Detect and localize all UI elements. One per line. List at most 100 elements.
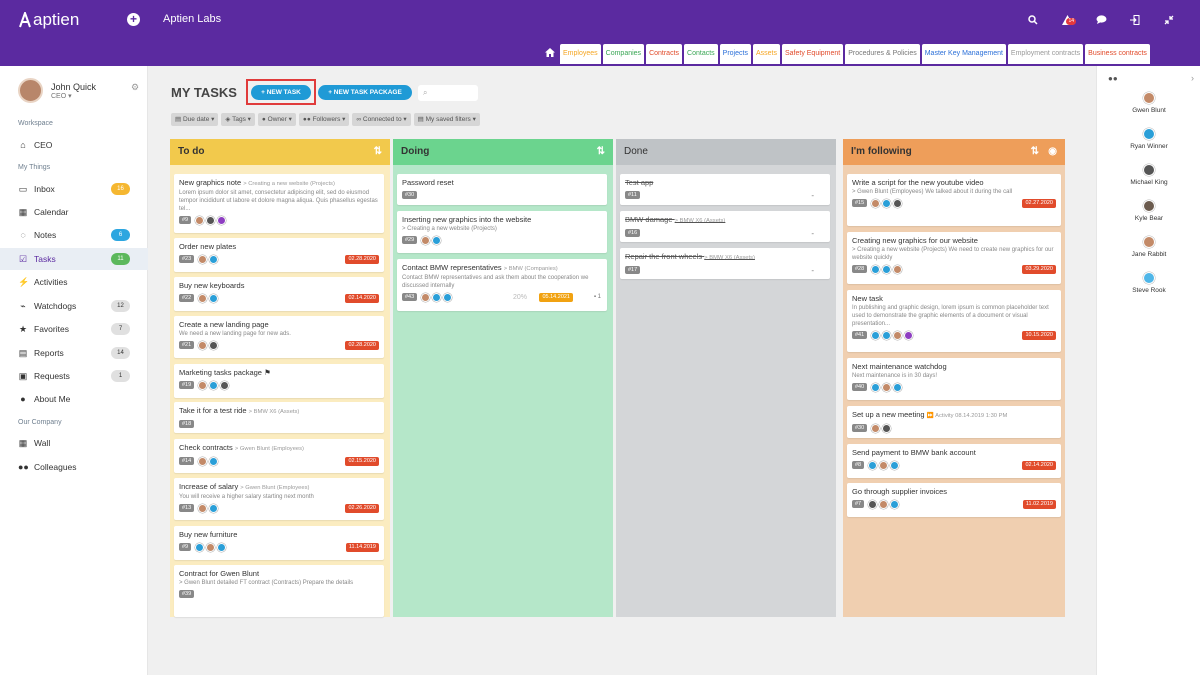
sidebar-item-activities[interactable]: ⚡ Activities — [18, 276, 68, 288]
sidebar-item-wall[interactable]: ▦ Wall — [18, 437, 51, 449]
gear-icon[interactable]: ⚙ — [131, 82, 140, 92]
task-title: Create a new landing page — [179, 320, 269, 329]
filter-connected-to[interactable]: ∞ Connected to ▾ — [352, 113, 411, 126]
sidebar-item-watchdogs[interactable]: ⌁ Watchdogs 12 — [0, 295, 148, 317]
comment-icon[interactable]: ▪ 1 — [593, 294, 601, 300]
search-icon[interactable] — [1016, 12, 1050, 28]
task-id-badge: #28 — [852, 265, 868, 273]
follower-item[interactable]: Gwen Blunt — [1097, 92, 1200, 114]
avatar — [195, 215, 205, 225]
tasks-icon: ☑ — [18, 253, 28, 264]
sidebar-item-ceo[interactable]: ⌂ CEO — [0, 134, 148, 156]
sidebar-item-colleagues[interactable]: ●● Colleagues — [18, 462, 77, 472]
task-card[interactable]: Password reset #30 — [397, 174, 607, 205]
task-description: > Creating a new website (Projects) We n… — [852, 247, 1054, 261]
follower-item[interactable]: Michael King — [1097, 164, 1200, 186]
tab-procedures-policies[interactable]: Procedures & Policies — [845, 44, 920, 64]
avatar — [871, 198, 881, 208]
task-card[interactable]: Send payment to BMW bank account #8 02.14.… — [847, 444, 1061, 478]
filter-followers[interactable]: ●● Followers ▾ — [298, 113, 350, 126]
new-task-button[interactable]: + NEW TASK — [251, 85, 311, 100]
tab-safety-equipment[interactable]: Safety Equipment — [781, 44, 844, 64]
task-card[interactable]: Check contracts > Gwen Blunt (Employees)… — [174, 439, 384, 473]
task-card[interactable]: Buy new furniture #9 11.14.2019 — [174, 526, 384, 560]
chat-icon[interactable] — [1084, 12, 1118, 28]
task-card[interactable]: Order new plates #23 02.28.2020 — [174, 238, 384, 272]
avatar — [209, 380, 219, 390]
avatar — [893, 382, 903, 392]
filter-my-saved-filters[interactable]: ▤ My saved filters ▾ — [413, 113, 480, 126]
follower-item[interactable]: Kyle Bear — [1097, 200, 1200, 222]
chevron-right-icon[interactable]: › — [1191, 73, 1194, 83]
tab-employees[interactable]: Employees — [560, 44, 601, 64]
tab-employment-contracts[interactable]: Employment contracts — [1007, 44, 1084, 64]
task-card[interactable]: Take it for a test ride > BMW X6 (Assets… — [174, 402, 384, 433]
user-role[interactable]: CEO ▾ — [51, 92, 72, 100]
tab-contracts[interactable]: Contracts — [646, 44, 683, 64]
people-icon: ●● — [18, 462, 29, 472]
org-name[interactable]: Aptien Labs — [163, 13, 222, 25]
sort-icon[interactable]: ⇅ — [596, 146, 605, 157]
follower-item[interactable]: Ryan Winner — [1097, 128, 1200, 150]
tab-companies[interactable]: Companies — [602, 44, 645, 64]
eye-icon[interactable]: ◉ — [1048, 146, 1057, 157]
task-card[interactable]: Go through supplier invoices #7 11.02.2019 — [847, 483, 1061, 517]
tab-projects[interactable]: Projects — [719, 44, 751, 64]
sidebar-item-requests[interactable]: ▣ Requests 1 — [0, 365, 148, 387]
sidebar-item-tasks[interactable]: ☑ Tasks 11 — [0, 248, 148, 270]
task-card[interactable]: New graphics note > Creating a new websi… — [174, 174, 384, 233]
filter-due-date[interactable]: ▤ Due date ▾ — [171, 113, 219, 126]
avatar — [198, 380, 208, 390]
task-card[interactable]: Contract for Gwen Blunt > Gwen Blunt deta… — [174, 565, 384, 617]
task-card[interactable]: Write a script for the new youtube video… — [847, 174, 1061, 226]
user-profile[interactable]: John Quick CEO ▾ — [18, 78, 96, 103]
tab-assets[interactable]: Assets — [752, 44, 780, 64]
task-id-badge: #43 — [402, 293, 418, 301]
sort-icon[interactable]: ⇅ — [373, 146, 382, 157]
collapse-icon[interactable] — [1152, 12, 1186, 28]
top-bar: aptien + Aptien Labs 14 Employees Compan… — [0, 0, 1200, 66]
follower-item[interactable]: Steve Rook — [1097, 272, 1200, 294]
task-card[interactable]: Set up a new meeting ⏩ Activity 08.14.20… — [847, 406, 1061, 438]
avatar — [882, 264, 892, 274]
people-icon: ●● — [1108, 74, 1118, 83]
task-id-badge: #11 — [625, 191, 640, 199]
task-card[interactable]: Create a new landing page We need a new l… — [174, 316, 384, 358]
task-card[interactable]: Contact BMW representatives > BMW (Compa… — [397, 259, 607, 311]
avatar — [871, 382, 881, 392]
search-input[interactable]: ⌕ — [418, 85, 478, 101]
sidebar-item-notes[interactable]: ◌ Notes 6 — [0, 224, 148, 246]
avatar — [882, 423, 892, 433]
task-card[interactable]: Creating new graphics for our website > C… — [847, 232, 1061, 284]
task-card[interactable]: Next maintenance watchdog Next maintenanc… — [847, 358, 1061, 400]
task-card[interactable]: Buy new keyboards #22 02.14.2020 — [174, 277, 384, 311]
sidebar-item-inbox[interactable]: ▭ Inbox 16 — [0, 178, 148, 200]
task-card[interactable]: Test app #11- — [620, 174, 830, 205]
tab-business-contracts[interactable]: Business contracts — [1085, 44, 1150, 64]
add-icon[interactable]: + — [127, 13, 140, 26]
aptien-logo[interactable]: aptien — [18, 10, 79, 30]
sign-out-icon[interactable] — [1118, 12, 1152, 28]
task-card[interactable]: Inserting new graphics into the website >… — [397, 211, 607, 253]
new-task-package-button[interactable]: + NEW TASK PACKAGE — [318, 85, 412, 100]
tab-contacts[interactable]: Contacts — [684, 44, 718, 64]
filter-owner[interactable]: ● Owner ▾ — [257, 113, 296, 126]
task-id-badge: #39 — [179, 590, 195, 598]
task-card[interactable]: Increase of salary > Gwen Blunt (Employe… — [174, 478, 384, 520]
sidebar-item-favorites[interactable]: ★ Favorites 7 — [0, 318, 148, 340]
task-card[interactable]: Marketing tasks package ⚑ #19 — [174, 364, 384, 398]
home-icon[interactable] — [545, 48, 555, 59]
sidebar-item-reports[interactable]: ▤ Reports 14 — [0, 342, 148, 364]
task-card[interactable]: Repair the front wheels > BMW X6 (Assets… — [620, 248, 830, 279]
tab-master-key-management[interactable]: Master Key Management — [921, 44, 1006, 64]
task-card[interactable]: BMW damage > BMW X6 (Assets) #16- — [620, 211, 830, 242]
follower-item[interactable]: Jane Rabbit — [1097, 236, 1200, 258]
sidebar-item-about-me[interactable]: ● About Me — [0, 388, 148, 410]
task-card[interactable]: New task In publishing and graphic design… — [847, 290, 1061, 352]
sort-icon[interactable]: ⇅ — [1030, 146, 1039, 157]
sidebar-item-calendar[interactable]: ▦ Calendar — [18, 206, 69, 218]
task-id-badge: #19 — [179, 381, 195, 389]
filter-tags[interactable]: ◈ Tags ▾ — [221, 113, 255, 126]
avatar — [890, 499, 900, 509]
alert-icon[interactable]: 14 — [1050, 12, 1084, 28]
